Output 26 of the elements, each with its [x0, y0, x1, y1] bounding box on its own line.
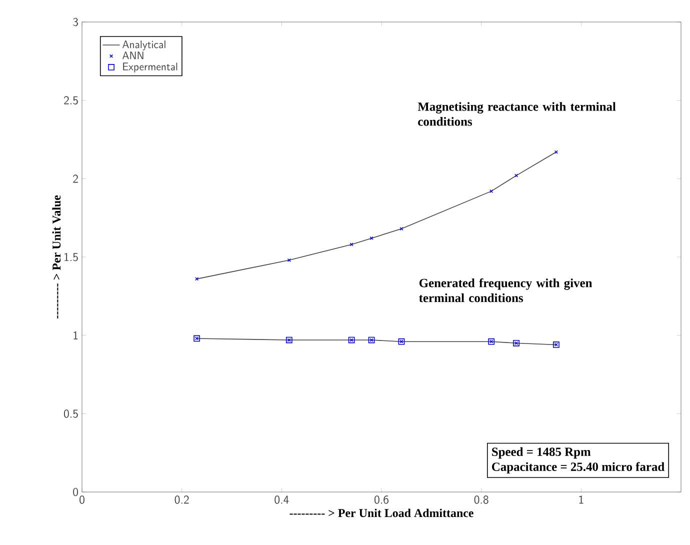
x-tick-label: 0	[80, 496, 84, 504]
point	[490, 189, 494, 194]
y-tick-label: 1.5	[64, 252, 78, 262]
x-tick-label: 0.4	[274, 496, 289, 504]
y-tick-label: 2.5	[64, 96, 78, 104]
y-tick-label: 3	[73, 18, 78, 26]
x-axis-title: --------- > Per Unit Load Admittance	[290, 508, 474, 518]
y-axis-title: --------- > Per Unit Value	[52, 195, 61, 319]
point	[287, 258, 291, 262]
point	[350, 242, 354, 246]
annotation: Capacitance = 25.40 micro farad	[492, 462, 664, 474]
y-tick-label: 0	[73, 488, 78, 496]
x-tick-label: 0.6	[374, 496, 388, 504]
legend-label: Analytical	[122, 40, 166, 50]
x-tick-label: 0.8	[474, 496, 488, 504]
x-tick-label: 0.2	[174, 496, 189, 504]
legend-label: Expermental	[123, 62, 178, 72]
line-series	[196, 152, 557, 280]
annotation: Generated frequency with given terminal conditions	[419, 278, 592, 302]
y-tick-label: 0.5	[64, 410, 78, 418]
annotation: Speed = 1485 Rpm	[492, 447, 591, 459]
legend-label: ANN	[122, 52, 144, 60]
annotation: Magnetising reactance with terminal conditions	[418, 102, 616, 126]
y-tick-label: 1	[74, 331, 78, 340]
y-tick-label: 2	[73, 174, 78, 183]
x-tick-label: 1	[579, 496, 584, 504]
